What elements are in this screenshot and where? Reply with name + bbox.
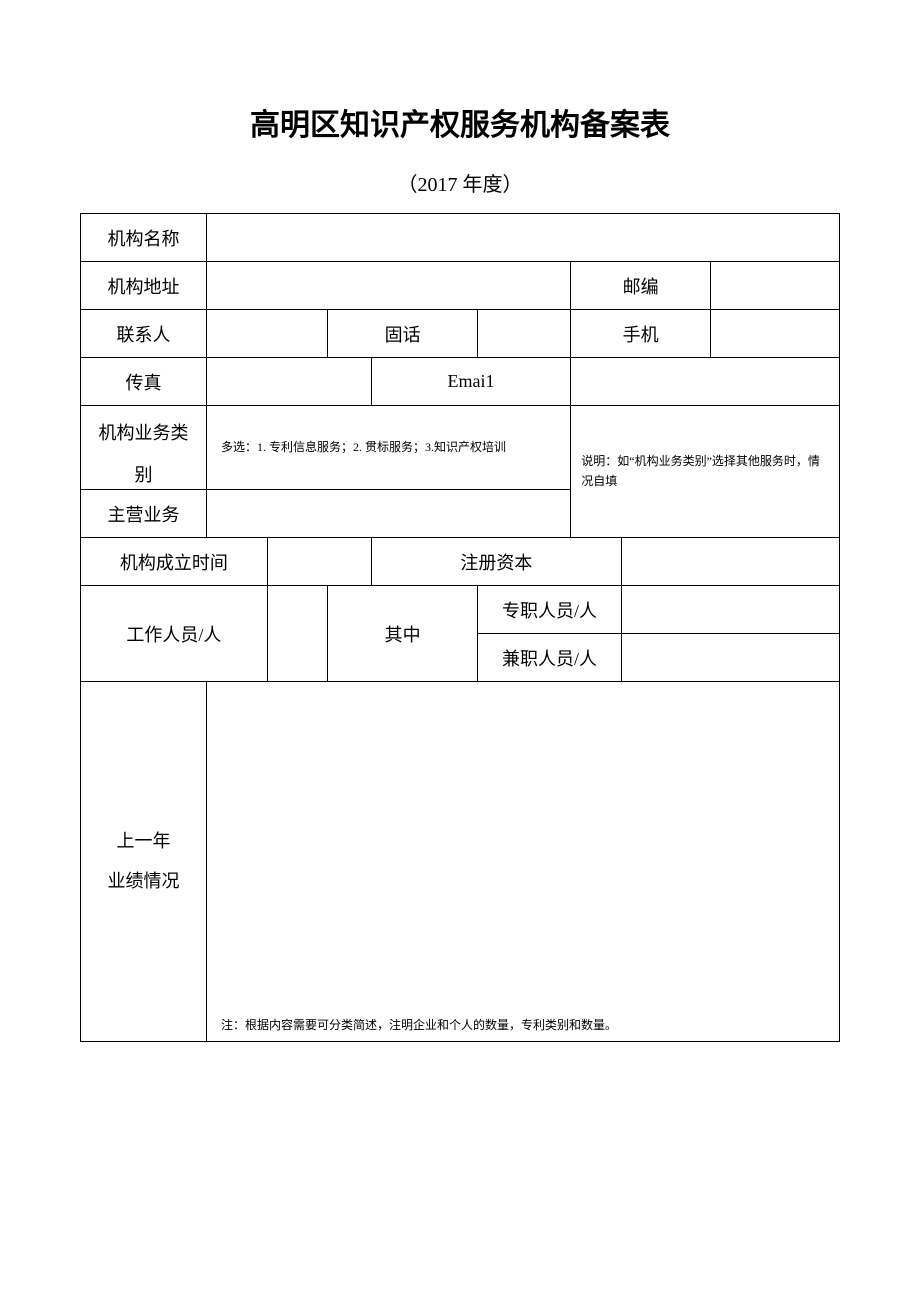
- label-main-biz: 主营业务: [81, 490, 207, 538]
- table-row: 机构业务类 多选：1. 专利信息服务；2. 贯标服务；3.知识产权培训 说明：如…: [81, 406, 840, 460]
- table-row: 机构地址 邮编: [81, 262, 840, 310]
- registration-form-table: 机构名称 机构地址 邮编 联系人 固话 手机 传真 Emai1: [80, 213, 840, 1042]
- field-email[interactable]: [571, 358, 840, 406]
- label-reg-capital: 注册资本: [371, 538, 621, 586]
- table-row: 联系人 固话 手机: [81, 310, 840, 358]
- field-mobile[interactable]: [710, 310, 839, 358]
- label-contact: 联系人: [81, 310, 207, 358]
- label-among: 其中: [328, 586, 478, 682]
- table-row: 机构成立时间 注册资本: [81, 538, 840, 586]
- label-postcode: 邮编: [571, 262, 711, 310]
- label-mobile: 手机: [571, 310, 711, 358]
- field-founded[interactable]: [267, 538, 371, 586]
- field-postcode[interactable]: [710, 262, 839, 310]
- label-fax: 传真: [81, 358, 207, 406]
- biz-category-options: 多选：1. 专利信息服务；2. 贯标服务；3.知识产权培训: [206, 406, 570, 490]
- label-org-name: 机构名称: [81, 214, 207, 262]
- label-founded: 机构成立时间: [81, 538, 268, 586]
- field-org-name[interactable]: [206, 214, 839, 262]
- perf-note: 注：根据内容需要可分类简述，注明企业和个人的数量，专利类别和数量。: [207, 1016, 839, 1041]
- field-org-address[interactable]: [206, 262, 570, 310]
- label-staff-total: 工作人员/人: [81, 586, 268, 682]
- field-phone[interactable]: [477, 310, 570, 358]
- field-reg-capital[interactable]: [622, 538, 840, 586]
- table-row: 传真 Emai1: [81, 358, 840, 406]
- label-staff-full: 专职人员/人: [477, 586, 621, 634]
- label-phone: 固话: [328, 310, 478, 358]
- label-org-address: 机构地址: [81, 262, 207, 310]
- field-staff-part[interactable]: [622, 634, 840, 682]
- page-title: 高明区知识产权服务机构备案表: [80, 100, 840, 144]
- biz-category-note: 说明：如“机构业务类别”选择其他服务时，情况自填: [571, 406, 840, 538]
- field-staff-full[interactable]: [622, 586, 840, 634]
- field-fax[interactable]: [206, 358, 371, 406]
- label-last-year-l2: 业绩情况: [81, 862, 206, 902]
- table-row: 上一年 业绩情况 注：根据内容需要可分类简述，注明企业和个人的数量，专利类别和数…: [81, 682, 840, 1042]
- document-page: 高明区知识产权服务机构备案表 （2017 年度） 机构名称 机构地址 邮编: [0, 0, 920, 1082]
- label-last-year-l1: 上一年: [81, 822, 206, 862]
- label-email: Emai1: [371, 358, 571, 406]
- field-contact[interactable]: [206, 310, 327, 358]
- table-row: 机构名称: [81, 214, 840, 262]
- field-main-biz[interactable]: [206, 490, 570, 538]
- field-staff-total[interactable]: [267, 586, 328, 682]
- table-row: 工作人员/人 其中 专职人员/人: [81, 586, 840, 634]
- label-staff-part: 兼职人员/人: [477, 634, 621, 682]
- label-biz-category-l1: 机构业务类: [81, 406, 207, 460]
- field-last-year-perf[interactable]: 注：根据内容需要可分类简述，注明企业和个人的数量，专利类别和数量。: [206, 682, 839, 1042]
- label-biz-category-l2: 别: [81, 460, 207, 490]
- label-last-year-perf: 上一年 业绩情况: [81, 682, 207, 1042]
- page-subtitle: （2017 年度）: [80, 168, 840, 197]
